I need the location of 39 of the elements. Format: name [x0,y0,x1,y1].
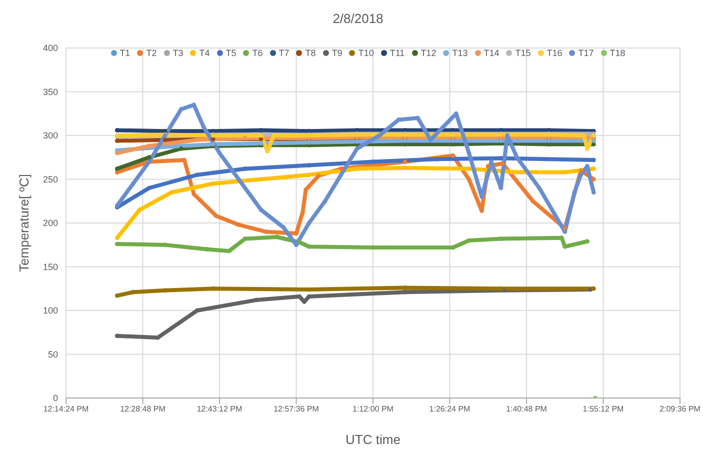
x-tick-label: 12:14:24 PM [43,404,90,414]
legend-label: T9 [332,48,342,58]
legend-label: T17 [578,48,594,58]
legend-label: T7 [278,48,290,58]
legend-label: T4 [199,48,210,58]
legend-label: T6 [252,48,263,58]
y-tick-label: 400 [42,43,58,54]
y-tick-label: 350 [42,86,58,97]
y-tick-label: 0 [52,393,58,404]
x-tick-label: 2:09:36 PM [660,404,701,414]
chart-title: 2/8/2018 [332,10,384,28]
legend-label: T8 [305,48,316,58]
legend-label: T1 [120,48,130,58]
legend-label: T12 [420,48,436,58]
x-tick-label: 12:28:48 PM [120,404,166,414]
y-tick-label: 300 [42,130,58,141]
y-tick-label: 50 [48,349,58,360]
legend-label: T5 [226,48,236,58]
legend-label: T13 [452,48,468,58]
legend-label: T3 [172,48,184,58]
y-tick-label: 150 [42,262,58,272]
y-axis-title: Temperature[ ºC] [16,174,32,272]
x-axis-title: UTC time [346,432,400,447]
legend-label: T2 [146,48,157,58]
x-tick-label: 12:57:36 PM [274,404,320,414]
x-tick-label: 1:12:00 PM [352,404,394,414]
y-tick-label: 250 [42,174,58,184]
legend-label: T18 [610,48,626,58]
y-tick-label: 100 [42,306,58,316]
legend-label: T14 [484,48,500,58]
legend-label: T11 [390,48,405,58]
legend-label: T10 [358,48,374,58]
legend-label: T15 [515,48,531,58]
y-tick-label: 200 [42,218,58,228]
x-tick-label: 1:26:24 PM [429,404,471,414]
legend-label: T16 [546,48,562,58]
x-tick-label: 1:40:48 PM [506,404,548,414]
x-tick-label: 12:43:12 PM [196,404,243,414]
x-tick-label: 1:55:12 PM [582,404,624,414]
